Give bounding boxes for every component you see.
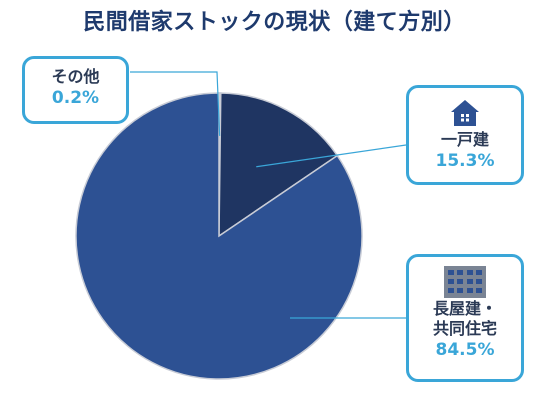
slice-label-detached: 一戸建 [440,130,489,149]
leader-line [130,71,221,136]
pie-slice-apartment [75,92,363,380]
callout-apartment: 長屋建・ 共同住宅 84.5% [406,254,524,382]
chart-title: 民間借家ストックの現状（建て方別） [83,10,466,35]
slice-value-detached: 15.3% [435,151,495,171]
callout-detached-house: 一戸建 15.3% [406,85,524,185]
slice-value-apartment: 84.5% [435,340,495,360]
apartment-building-icon [444,266,486,298]
slice-label-apartment-line2: 共同住宅 [432,319,497,338]
callout-other: その他 0.2% [22,56,129,124]
pie-slice-detached [218,92,339,238]
house-icon [451,100,479,126]
slice-label-other: その他 [51,67,100,86]
leader-line [256,144,407,168]
slice-label-apartment-line1: 長屋建・ [432,299,497,318]
slice-value-other: 0.2% [51,88,100,108]
